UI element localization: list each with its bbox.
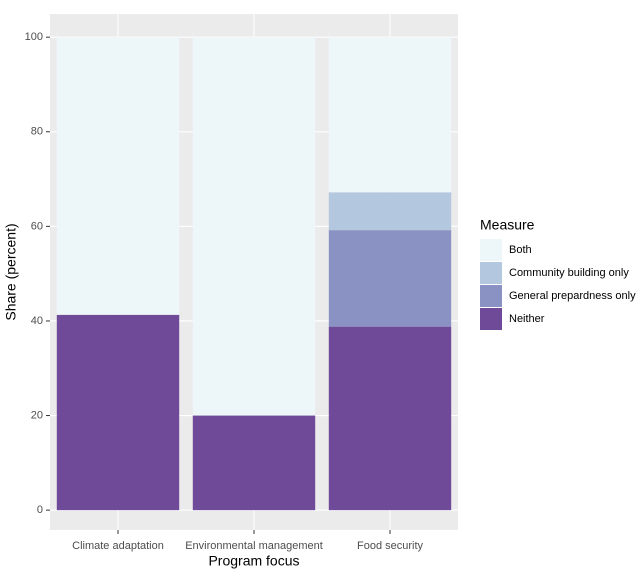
y-axis-title: Share (percent) [3,223,19,320]
legend-label: Community building only [509,267,629,279]
legend-key [480,285,502,307]
legend-label: Neither [509,313,545,325]
legend-title: Measure [480,217,535,233]
bar-segment [328,37,452,193]
y-tick-label: 60 [31,220,43,232]
bar-segment [56,314,180,511]
legend-label: Both [509,244,532,256]
legend-label: General prepardness only [509,290,636,302]
y-tick-label: 0 [37,504,43,516]
legend-key [480,239,502,261]
bar-segment [328,192,452,231]
bar-segment [328,230,452,327]
x-tick-label: Environmental management [185,540,323,552]
legend-key [480,308,502,330]
bar-segment [192,415,316,511]
x-tick-label: Food security [357,540,424,552]
x-tick-label: Climate adaptation [72,540,164,552]
y-tick-label: 40 [31,315,43,327]
bar-segment [56,37,180,315]
y-tick-label: 80 [31,126,43,138]
x-axis-title: Program focus [208,553,299,569]
legend-key [480,262,502,284]
y-tick-label: 100 [25,31,43,43]
bar-segment [192,37,316,416]
y-tick-label: 20 [31,409,43,421]
bar-segment [328,326,452,511]
